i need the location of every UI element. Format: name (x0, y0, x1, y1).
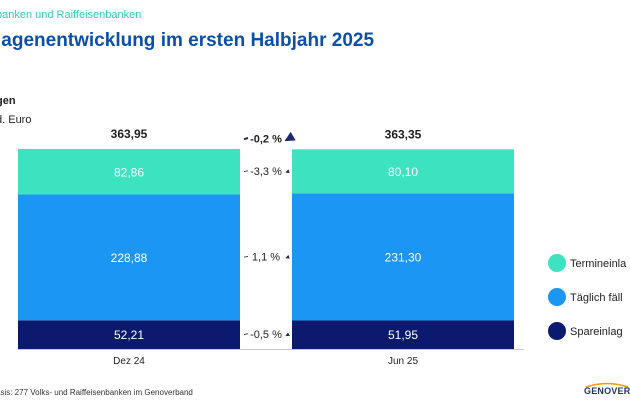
bar-spareinlag-dez-24 (18, 320, 240, 349)
chart-unit-label: d. Euro (0, 114, 32, 126)
legend-label-spareinlag: Spareinlag (570, 326, 623, 338)
bar-termineinla-jun-25 (292, 149, 514, 194)
data-label-termineinla-jun-25: 80,10 (388, 165, 418, 179)
category-label-jun-25: Jun 25 (388, 356, 418, 367)
change-arrow-end-termineinla (285, 169, 290, 173)
genoverband-logo: GENOVERBAND (584, 382, 630, 402)
change-arrow-start-spareinlag (243, 333, 249, 336)
change-label-spareinlag: -0,5 % (250, 329, 282, 341)
change-arrow-end-taglich-fall (285, 254, 290, 259)
data-label-spareinlag-jun-25: 51,95 (388, 328, 418, 342)
data-label-taglich-fall-jun-25: 231,30 (385, 250, 422, 264)
bar-spareinlag-jun-25 (292, 320, 514, 349)
legend-label-termineinla: Termineinla (570, 258, 627, 270)
change-label-total: -0,2 % (250, 134, 282, 146)
data-label-spareinlag-dez-24: 52,21 (114, 328, 144, 342)
legend-swatch-taglich-fall (548, 288, 566, 306)
bar-termineinla-dez-24 (18, 149, 240, 195)
legend-label-taglich-fall: Täglich fäll (570, 292, 623, 304)
supertitle: banken und Raiffeisenbanken (0, 9, 142, 21)
page-title: lagenentwicklung im ersten Halbjahr 2025 (0, 30, 375, 51)
total-label-dez-24: 363,95 (111, 127, 148, 141)
change-arrow-start-termineinla (243, 170, 249, 172)
category-label-dez-24: Dez 24 (113, 356, 145, 367)
chart-title: gen (0, 95, 16, 107)
data-label-termineinla-dez-24: 82,86 (114, 165, 144, 179)
total-label-jun-25: 363,35 (385, 127, 422, 141)
change-label-taglich-fall: 1,1 % (252, 252, 280, 264)
data-label-taglich-fall-dez-24: 228,88 (111, 251, 148, 265)
logo-text: GENOVERBAND (584, 386, 630, 396)
change-arrow-start-total (243, 137, 249, 141)
change-label-termineinla: -3,3 % (250, 166, 282, 178)
change-arrow-end-total (284, 131, 296, 142)
change-arrow-end-spareinlag (285, 332, 290, 337)
bar-taglich-fall-jun-25 (292, 193, 514, 321)
legend-swatch-termineinla (548, 254, 566, 272)
logo-arc-icon (585, 382, 629, 388)
legend-swatch-spareinlag (548, 322, 566, 340)
bar-taglich-fall-dez-24 (18, 194, 240, 321)
change-arrow-start-taglich-fall (243, 256, 249, 258)
footnote: asis: 277 Volks- und Raiffeisenbanken im… (0, 388, 193, 397)
